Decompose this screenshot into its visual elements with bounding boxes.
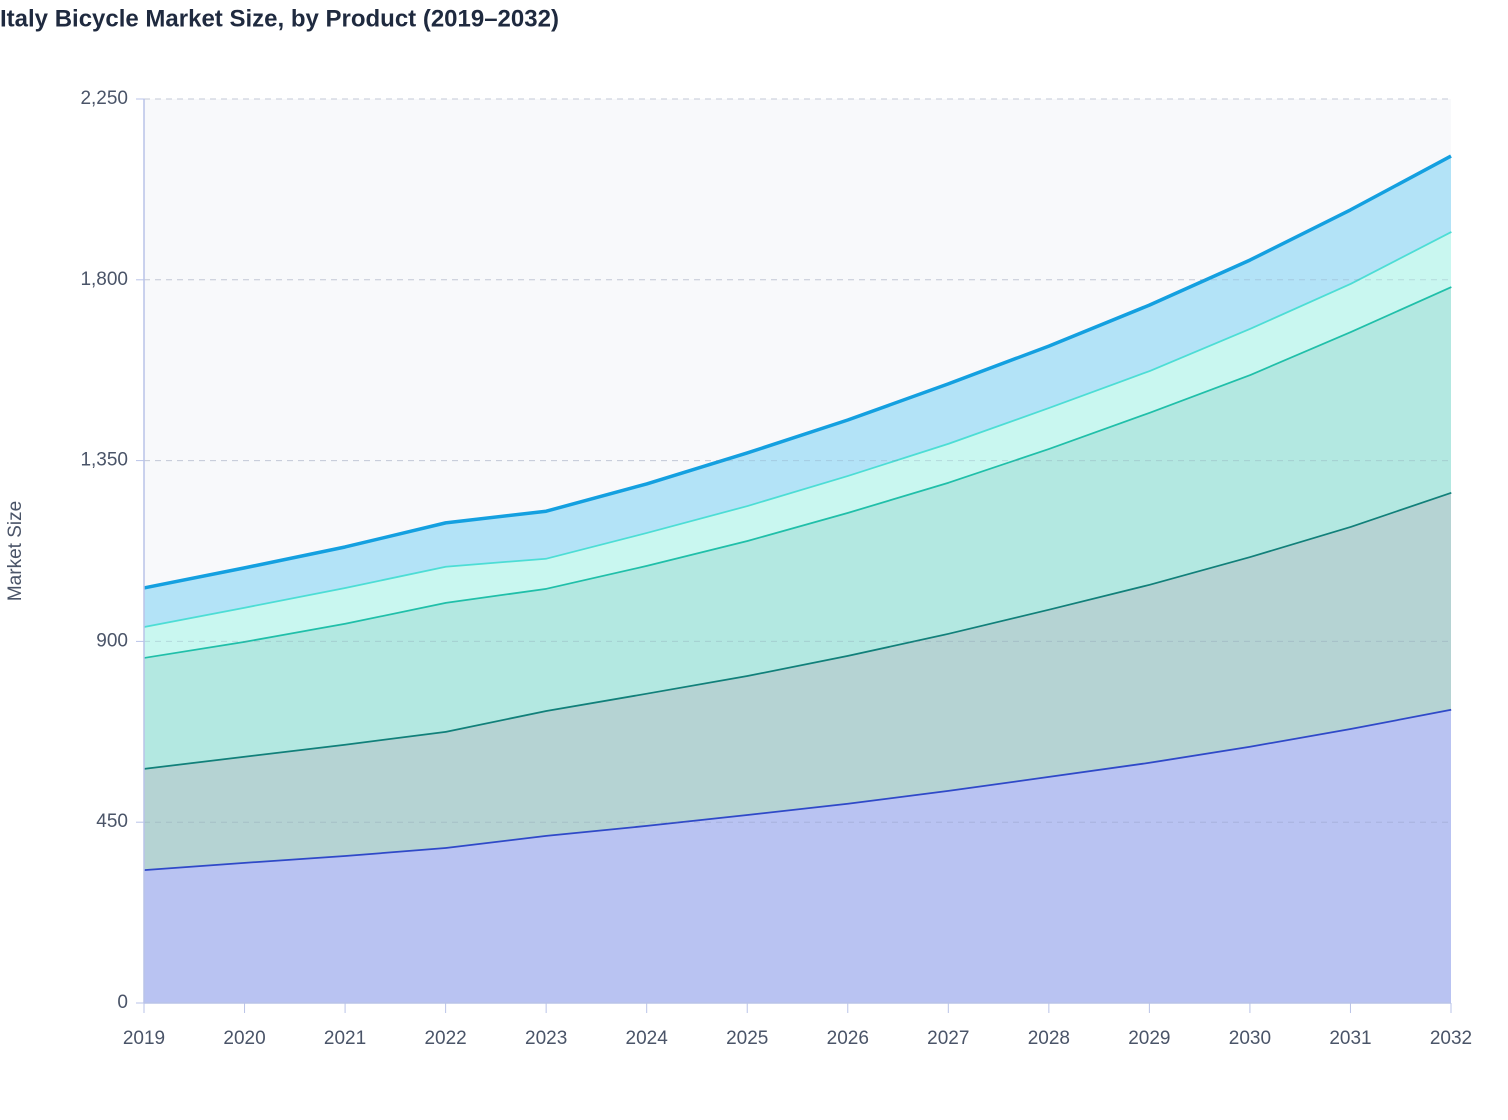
x-tick-label: 2027: [927, 1028, 969, 1049]
area-fill: [144, 708, 1451, 1003]
x-tick-label: 2029: [1128, 1028, 1170, 1049]
y-tick-label: 0: [117, 992, 128, 1013]
y-tick-label: 1,800: [80, 269, 128, 290]
x-tick-label: 2023: [525, 1028, 567, 1049]
x-tick-label: 2031: [1329, 1028, 1371, 1049]
y-tick-label: 2,250: [80, 88, 128, 109]
x-tick-label: 2019: [123, 1028, 165, 1049]
x-tick-label: 2022: [424, 1028, 466, 1049]
x-tick-label: 2020: [223, 1028, 265, 1049]
x-tick-label: 2024: [626, 1028, 669, 1049]
x-tick-label: 2026: [827, 1028, 869, 1049]
x-tick-label: 2030: [1229, 1028, 1271, 1049]
area-fill: [144, 491, 1451, 870]
x-tick-label: 2021: [324, 1028, 366, 1049]
x-tick-label: 2032: [1430, 1028, 1472, 1049]
y-tick-label: 450: [96, 811, 128, 832]
y-tick-label: 900: [96, 630, 128, 651]
chart-title: Italy Bicycle Market Size, by Product (2…: [0, 5, 559, 32]
area-fill: [144, 231, 1451, 658]
y-axis-label: Market Size: [5, 501, 26, 601]
x-tick-label: 2025: [726, 1028, 768, 1049]
area-fill: [144, 156, 1451, 627]
x-tick-label: 2028: [1028, 1028, 1070, 1049]
area-line: [143, 154, 1452, 590]
y-tick-label: 1,350: [80, 450, 128, 471]
